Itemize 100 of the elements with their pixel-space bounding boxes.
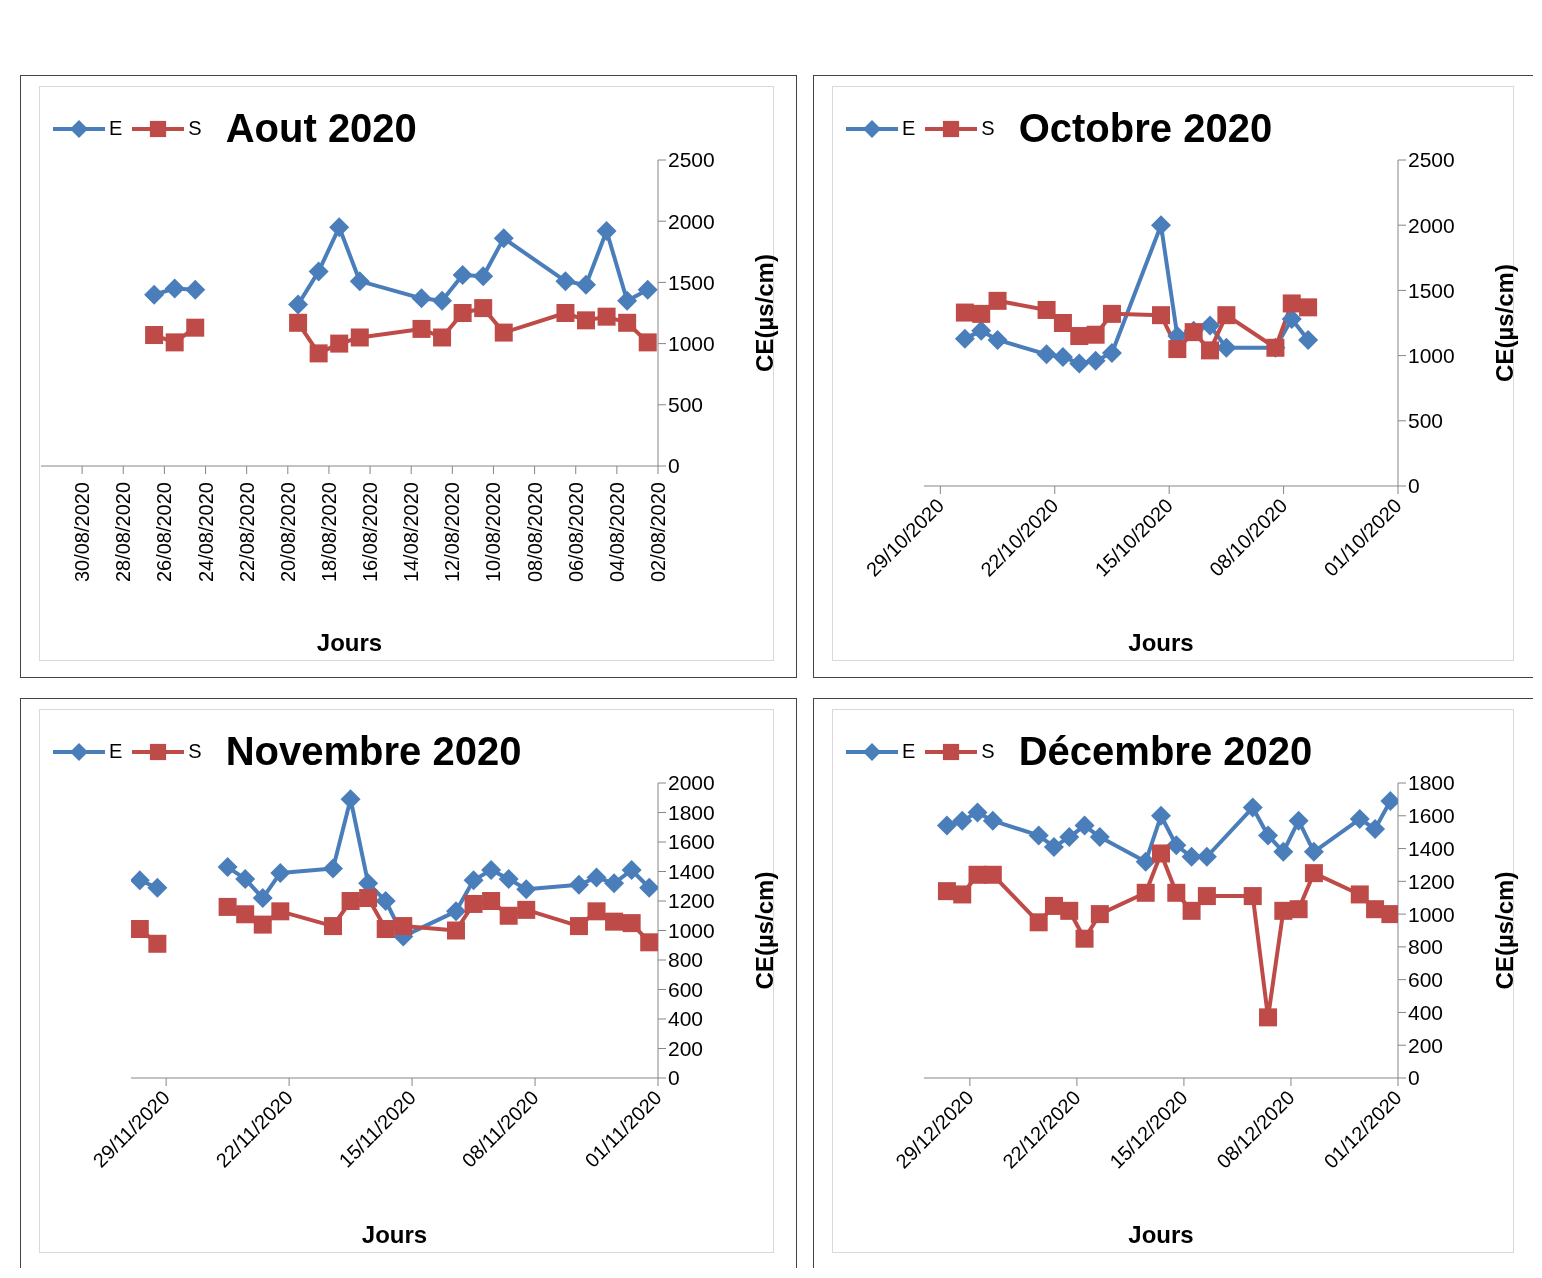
y-tick-label: 1800 [1408,771,1455,795]
x-tick-label: 30/08/2020 [71,482,94,583]
point [1168,340,1187,359]
x-tick-label: 26/08/2020 [153,482,176,583]
y-axis-title: CE(µs/cm) [750,254,778,372]
point [1101,342,1122,363]
y-tick-label: 1000 [1408,902,1455,926]
chart-title: Octobre 2020 [1018,106,1273,151]
point [637,279,658,300]
point [1151,805,1171,826]
point [987,329,1008,350]
point [1059,827,1080,848]
y-tick-label: 1500 [668,270,715,294]
point [433,328,452,347]
x-tick-label: 18/08/2020 [317,482,340,583]
y-tick-label: 1200 [668,889,715,913]
y-axis-title: CE(µs/cm) [1490,871,1518,990]
y-tick-label: 0 [668,1066,680,1090]
point [967,802,988,823]
point [622,914,641,933]
point [236,905,255,924]
point [954,328,975,349]
point [1196,846,1217,867]
x-tick-label: 28/08/2020 [112,482,135,583]
point [1089,827,1110,848]
point [411,288,432,309]
point [271,902,290,921]
point [349,271,370,292]
point [1151,215,1171,236]
x-tick-label: 14/08/2020 [400,482,423,583]
point [621,860,642,881]
point [1365,818,1386,839]
point [289,313,308,332]
point [330,334,349,353]
point [1136,883,1155,902]
point [605,912,624,931]
point [569,917,588,936]
point [1303,841,1324,862]
y-tick-label: 1600 [668,830,715,854]
y-tick-label: 1200 [1408,869,1455,893]
legend-label: S [188,740,202,763]
point [474,299,493,318]
point [556,304,575,322]
point [1217,306,1236,325]
x-axis-title: Jours [1128,1221,1194,1248]
point [493,228,514,249]
point [217,857,238,878]
y-tick-label: 800 [1408,935,1444,959]
point [1273,841,1294,862]
point [218,897,237,916]
point [376,920,395,939]
point [1288,810,1309,831]
point [145,326,164,345]
point [638,333,657,352]
point [288,294,309,315]
point [952,810,973,831]
point [350,328,369,347]
chart-title: Novembre 2020 [225,729,522,774]
x-axis-title: Jours [1128,629,1194,656]
point [1181,846,1202,867]
point [1350,885,1369,904]
point [586,867,607,888]
point [1259,1008,1278,1027]
point [1282,294,1301,313]
x-tick-label: 10/08/2020 [482,482,505,583]
x-axis-title: Jours [316,629,383,656]
point [186,318,205,337]
point [1274,901,1293,920]
point [164,278,185,299]
point [517,900,536,919]
point [144,284,165,305]
y-tick-label: 1600 [1408,804,1455,828]
y-tick-label: 1000 [668,918,715,942]
point [235,868,256,889]
x-tick-label: 16/08/2020 [359,482,382,583]
point [936,815,957,836]
y-tick-label: 200 [668,1036,704,1060]
point [1052,346,1073,367]
point [576,274,597,295]
point [1075,929,1094,948]
legend-label: S [981,740,995,763]
y-tick-label: 1500 [1408,278,1455,302]
point [147,877,168,898]
y-tick-label: 1400 [1408,837,1455,861]
point [988,291,1007,310]
point [1029,913,1048,932]
point [131,920,149,939]
point [482,892,501,910]
point [983,865,1002,884]
point [340,789,361,810]
point [618,313,637,332]
point [131,870,150,891]
legend-label: E [109,740,123,763]
legend-label: E [902,117,916,140]
point [394,917,413,936]
point [1200,315,1221,336]
y-axis-title: CE(µs/cm) [1490,264,1518,382]
point [165,333,184,352]
point [1086,325,1105,344]
legend-label: S [188,117,202,140]
